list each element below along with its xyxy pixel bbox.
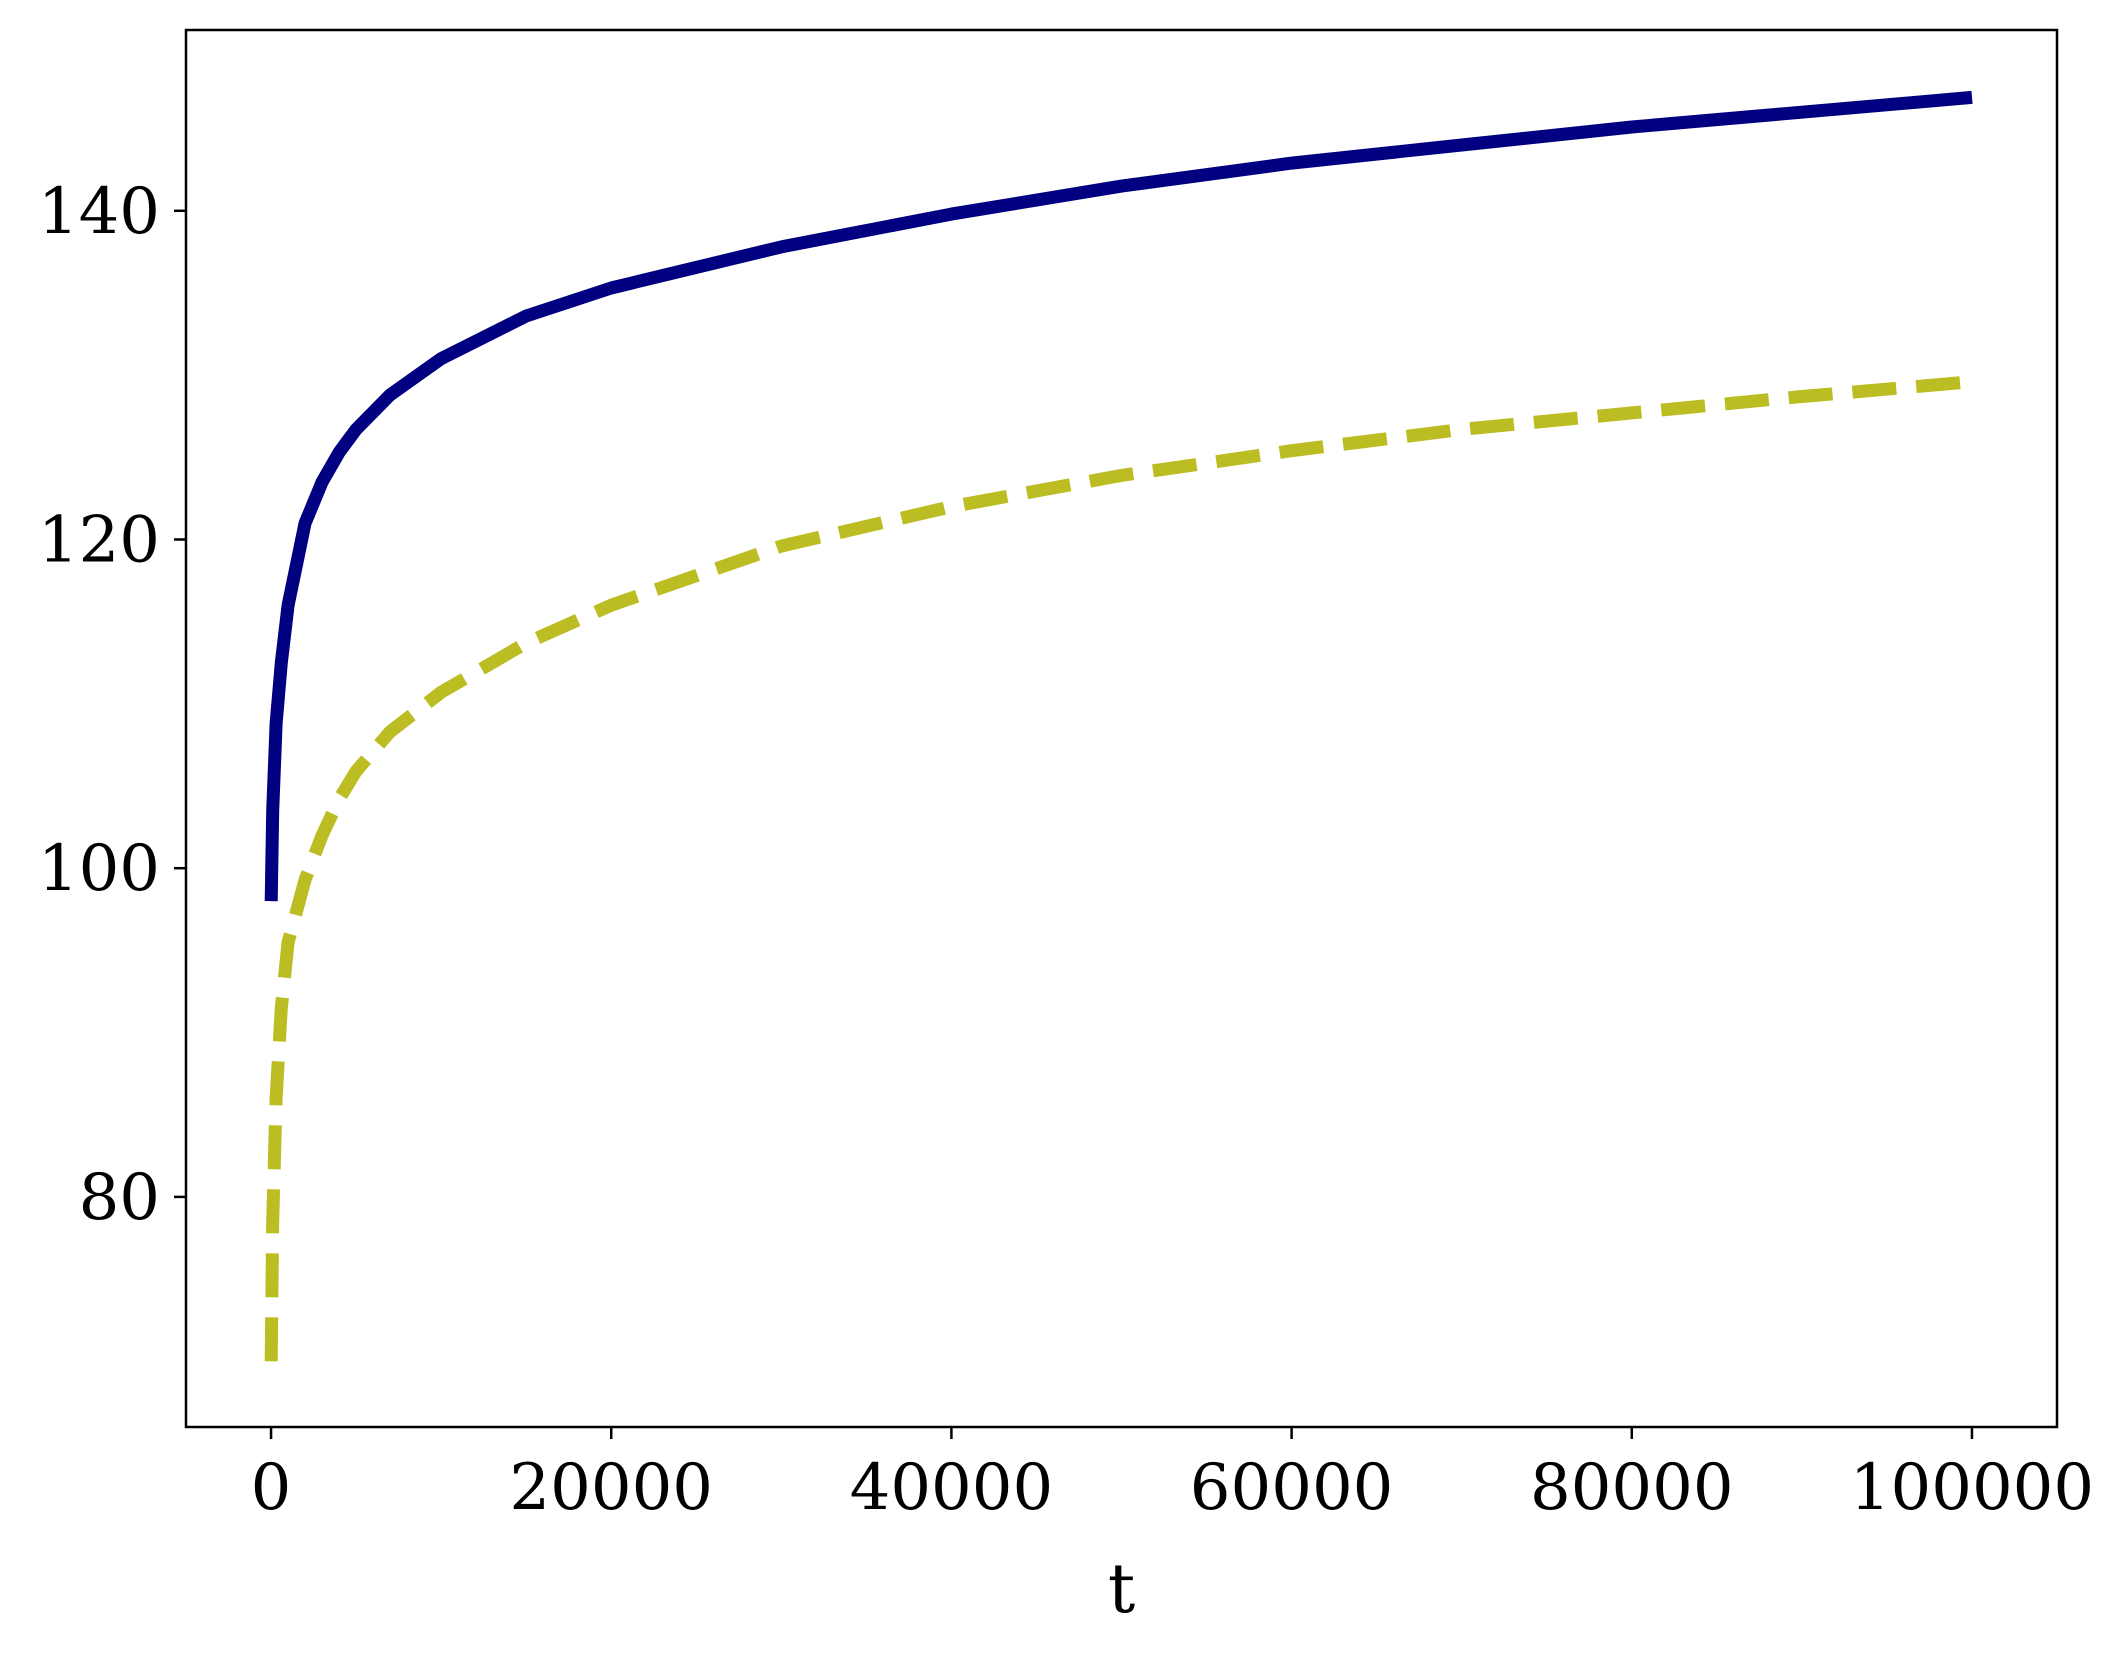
y-tick-label: 140 bbox=[38, 175, 160, 249]
x-axis-label: t bbox=[1108, 1550, 1135, 1629]
series-line-2 bbox=[264, 375, 1973, 1362]
x-tick-label: 80000 bbox=[1530, 1451, 1734, 1525]
x-tick-label: 0 bbox=[251, 1451, 292, 1525]
x-tick-label: 40000 bbox=[850, 1451, 1054, 1525]
x-tick-label: 60000 bbox=[1190, 1451, 1394, 1525]
y-tick-label: 120 bbox=[38, 503, 160, 577]
x-tick-label: 100000 bbox=[1850, 1451, 2094, 1525]
x-axis-ticks: 0 20000 40000 60000 80000 100000 bbox=[251, 1427, 2094, 1525]
x-tick-label: 20000 bbox=[509, 1451, 713, 1525]
series-layer bbox=[264, 90, 1973, 1362]
plot-frame bbox=[184, 28, 2059, 1429]
y-axis-ticks: 80 100 120 140 bbox=[38, 175, 186, 1235]
series-line-1 bbox=[264, 90, 1973, 902]
y-tick-label: 80 bbox=[79, 1161, 160, 1235]
y-tick-label: 100 bbox=[38, 832, 160, 906]
